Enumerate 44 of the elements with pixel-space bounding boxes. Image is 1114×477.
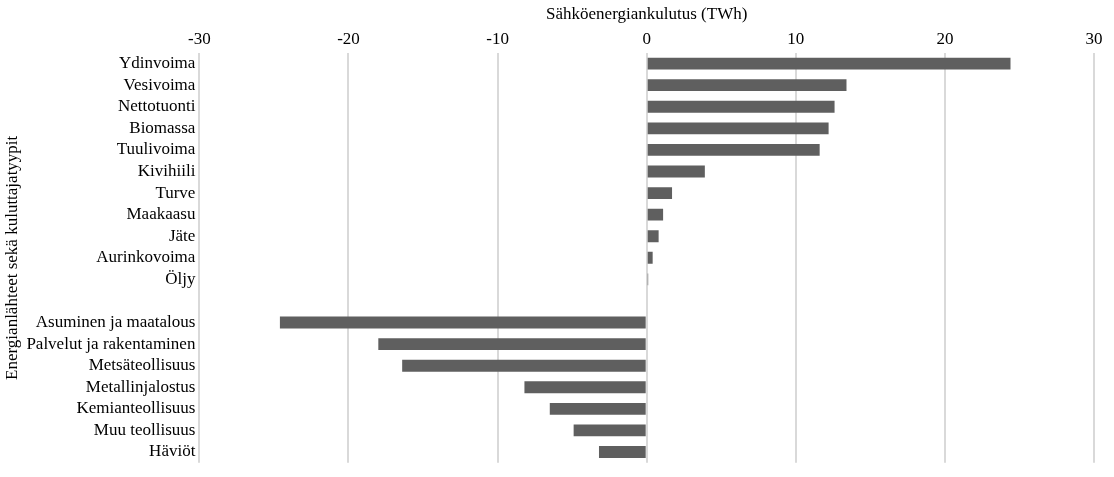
y-tick-label: Ydinvoima — [118, 53, 196, 73]
y-tick-label: Vesivoima — [123, 74, 196, 94]
bar — [647, 100, 835, 113]
x-tick-label: 10 — [787, 29, 805, 49]
x-tick-label: 30 — [1085, 29, 1103, 49]
bar — [378, 338, 646, 351]
x-tick-label: -10 — [486, 29, 509, 49]
y-tick-label: Muu teollisuus — [93, 419, 196, 439]
y-tick-label: Metallinjalostus — [85, 376, 196, 396]
y-tick-label: Biomassa — [129, 117, 196, 137]
bar — [647, 165, 705, 178]
bar — [647, 57, 1011, 70]
y-tick-label: Häviöt — [149, 441, 196, 461]
bar — [647, 122, 829, 135]
x-axis-title: Sähköenergiankulutus (TWh) — [546, 3, 748, 23]
x-tick-label: -30 — [188, 29, 211, 49]
y-tick-label: Jäte — [168, 225, 196, 245]
y-tick-label: Tuulivoima — [116, 139, 196, 159]
y-tick-label: Palvelut ja rakentaminen — [26, 333, 196, 353]
bar — [598, 446, 646, 458]
x-tick-label: 0 — [642, 29, 651, 49]
bar — [549, 402, 646, 415]
y-axis-title: Energianlähteet sekä kuluttajatyypit — [1, 135, 21, 380]
y-tick-label: Nettotuonti — [117, 96, 196, 116]
bar — [647, 79, 847, 92]
y-tick-label: Metsäteollisuus — [88, 355, 196, 375]
y-tick-label: Kemianteollisuus — [76, 398, 196, 418]
x-tick-label: 20 — [936, 29, 954, 49]
y-tick-label: Asuminen ja maatalous — [35, 312, 196, 332]
bar — [647, 143, 820, 156]
y-tick-label: Kivihiili — [137, 160, 196, 180]
y-tick-label: Öljy — [165, 268, 196, 288]
y-tick-label: Maakaasu — [126, 204, 196, 224]
bar — [647, 230, 659, 243]
bar — [647, 208, 664, 221]
bar — [402, 359, 646, 372]
bar — [647, 187, 673, 199]
bar — [647, 251, 653, 264]
y-tick-label: Aurinkovoima — [96, 247, 196, 267]
x-tick-label: -20 — [337, 29, 360, 49]
bar — [573, 424, 646, 437]
bar — [524, 381, 646, 394]
bar — [279, 316, 646, 329]
y-tick-label: Turve — [155, 182, 196, 202]
